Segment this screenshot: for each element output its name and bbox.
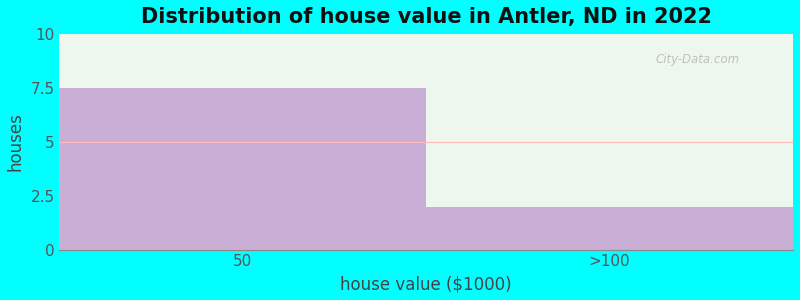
X-axis label: house value ($1000): house value ($1000)	[341, 275, 512, 293]
Title: Distribution of house value in Antler, ND in 2022: Distribution of house value in Antler, N…	[141, 7, 712, 27]
Bar	[59, 88, 426, 250]
Y-axis label: houses: houses	[7, 112, 25, 171]
Bar	[426, 206, 793, 250]
Text: City-Data.com: City-Data.com	[656, 53, 740, 66]
